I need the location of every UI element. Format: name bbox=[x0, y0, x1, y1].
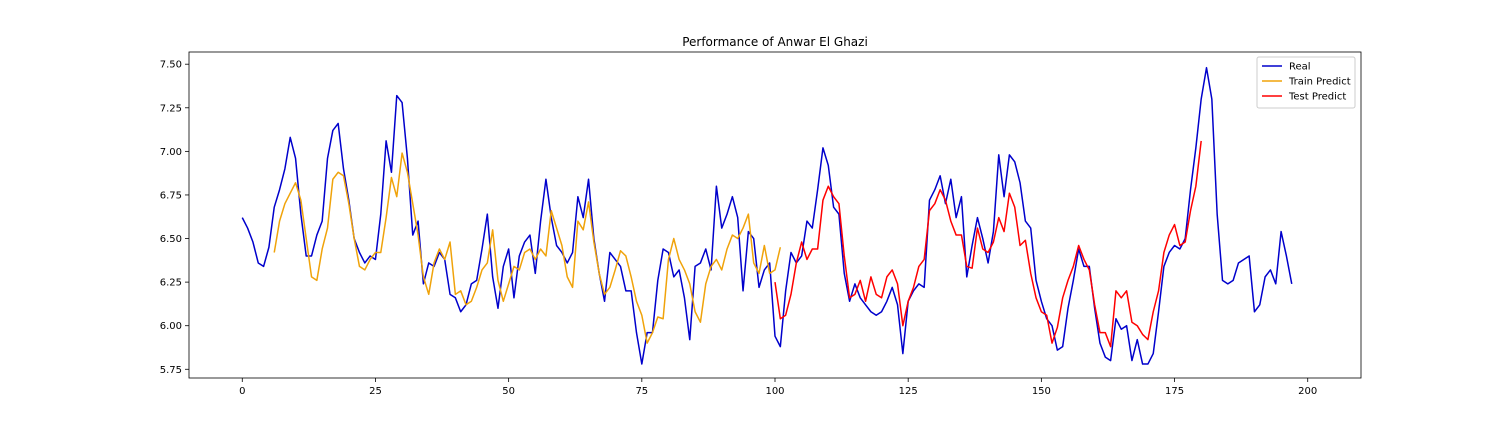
x-tick-label: 150 bbox=[1032, 386, 1051, 397]
legend-label-train-predict: Train Predict bbox=[1288, 77, 1351, 88]
legend: Real Train Predict Test Predict bbox=[1256, 56, 1356, 109]
series-line-test-predict bbox=[774, 140, 1202, 348]
x-tick-label: 125 bbox=[899, 386, 918, 397]
y-tick-label: 5.75 bbox=[160, 365, 182, 376]
x-tick-label: 25 bbox=[369, 386, 382, 397]
y-tick-label: 7.25 bbox=[160, 103, 182, 114]
legend-label-test-predict: Test Predict bbox=[1288, 92, 1346, 103]
series-line-train-predict bbox=[273, 152, 782, 344]
y-tick-label: 6.25 bbox=[160, 278, 182, 289]
y-tick-label: 6.75 bbox=[160, 190, 182, 201]
x-tick-label: 175 bbox=[1165, 386, 1184, 397]
chart-title: Performance of Anwar El Ghazi bbox=[682, 35, 868, 49]
x-tick-label: 75 bbox=[635, 386, 648, 397]
y-tick-label: 7.50 bbox=[160, 60, 182, 71]
y-tick-label: 7.00 bbox=[160, 147, 182, 158]
legend-label-real: Real bbox=[1289, 62, 1311, 73]
x-tick-label: 200 bbox=[1298, 386, 1317, 397]
series-line-real bbox=[241, 66, 1293, 365]
y-tick-label: 6.50 bbox=[160, 234, 182, 245]
y-tick-label: 6.00 bbox=[160, 321, 182, 332]
plot-area: 0 25 50 75 100 125 150 175 200 5.75 6.00 6.25 6.50 6.… bbox=[160, 60, 1318, 397]
plot-frame bbox=[188, 51, 1362, 379]
x-tick-label: 0 bbox=[239, 386, 245, 397]
x-tick-label: 50 bbox=[502, 386, 515, 397]
x-tick-label: 100 bbox=[765, 386, 784, 397]
